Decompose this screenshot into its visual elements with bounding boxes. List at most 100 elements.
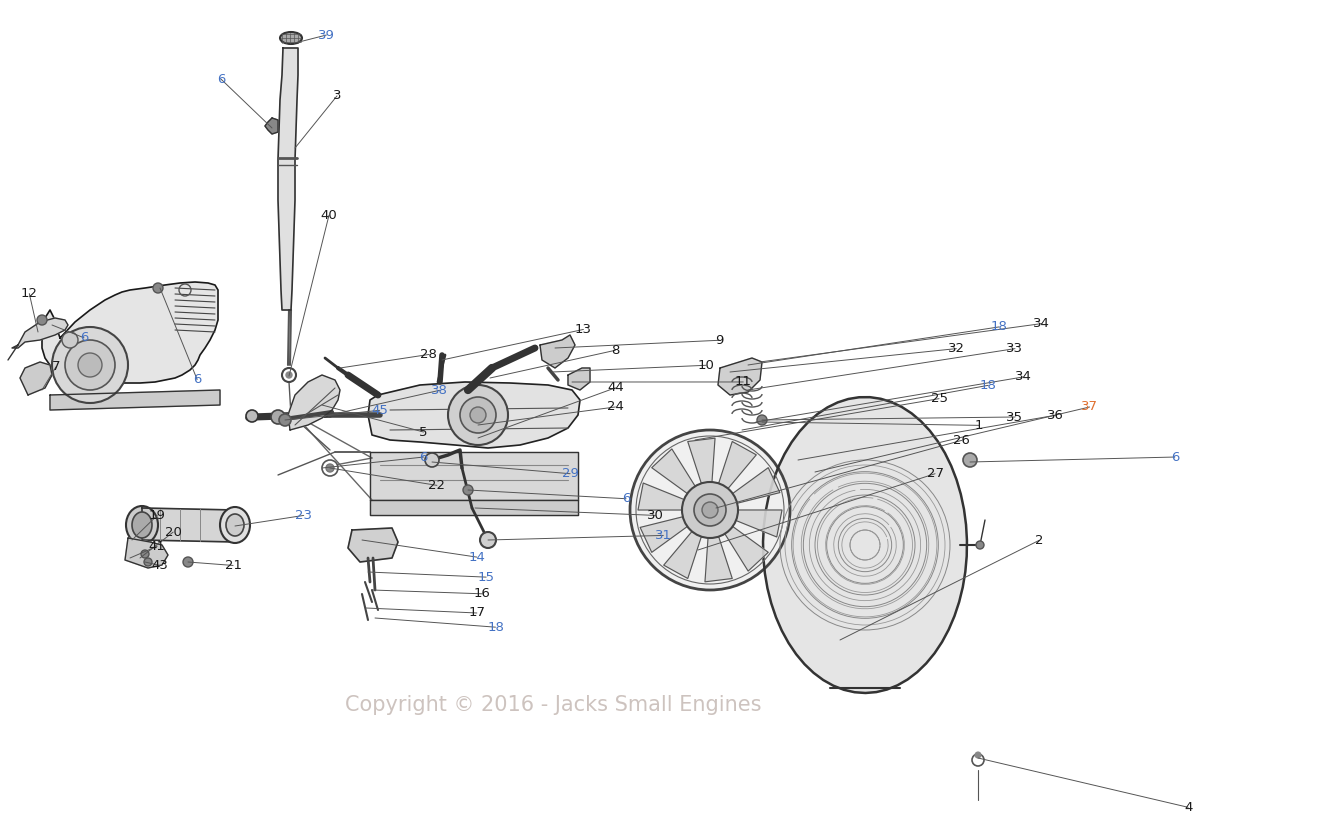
- Polygon shape: [663, 531, 702, 579]
- Text: 31: 31: [655, 529, 671, 542]
- Text: 17: 17: [469, 606, 485, 620]
- Text: 24: 24: [607, 400, 623, 414]
- Text: 7: 7: [52, 360, 60, 374]
- Polygon shape: [278, 48, 298, 310]
- Text: 26: 26: [954, 434, 970, 447]
- Polygon shape: [20, 362, 52, 395]
- Polygon shape: [725, 526, 769, 571]
- Ellipse shape: [127, 506, 159, 544]
- Text: 18: 18: [980, 379, 996, 392]
- Circle shape: [79, 353, 103, 377]
- Circle shape: [694, 494, 726, 526]
- Text: 13: 13: [575, 323, 591, 336]
- Text: 29: 29: [562, 467, 578, 480]
- Text: 28: 28: [421, 348, 437, 361]
- Text: 18: 18: [488, 620, 503, 634]
- Text: 32: 32: [948, 342, 964, 355]
- Text: 41: 41: [149, 540, 165, 553]
- Text: 37: 37: [1082, 400, 1098, 414]
- Polygon shape: [43, 282, 218, 383]
- Polygon shape: [733, 468, 779, 503]
- Text: 1: 1: [975, 419, 983, 432]
- Circle shape: [141, 550, 149, 558]
- Circle shape: [976, 541, 984, 549]
- Polygon shape: [370, 500, 578, 515]
- Text: 22: 22: [429, 479, 445, 492]
- Text: 43: 43: [152, 559, 168, 572]
- Text: 39: 39: [318, 28, 334, 42]
- Polygon shape: [651, 449, 695, 494]
- Polygon shape: [719, 441, 757, 489]
- Circle shape: [63, 332, 79, 348]
- Text: 25: 25: [931, 392, 947, 405]
- Ellipse shape: [226, 514, 244, 536]
- Text: 11: 11: [735, 375, 751, 389]
- Circle shape: [630, 430, 790, 590]
- Polygon shape: [265, 118, 278, 134]
- Polygon shape: [288, 375, 340, 430]
- Text: 35: 35: [1007, 410, 1023, 424]
- Circle shape: [270, 410, 285, 424]
- Polygon shape: [567, 368, 590, 390]
- Polygon shape: [705, 536, 733, 582]
- Text: 23: 23: [296, 509, 312, 522]
- Text: 20: 20: [165, 525, 181, 539]
- Circle shape: [702, 502, 718, 518]
- Polygon shape: [348, 528, 398, 562]
- Text: 6: 6: [80, 331, 88, 344]
- Text: 9: 9: [715, 334, 723, 347]
- Circle shape: [326, 464, 334, 472]
- Circle shape: [448, 385, 507, 445]
- Polygon shape: [687, 438, 715, 484]
- Polygon shape: [368, 382, 579, 448]
- Text: 44: 44: [607, 381, 623, 394]
- Circle shape: [65, 340, 115, 390]
- Circle shape: [757, 415, 767, 425]
- Circle shape: [153, 283, 163, 293]
- Text: 45: 45: [372, 404, 388, 417]
- Polygon shape: [737, 510, 782, 537]
- Text: 18: 18: [991, 320, 1007, 334]
- Text: 10: 10: [698, 359, 714, 372]
- Circle shape: [480, 532, 496, 548]
- Polygon shape: [539, 335, 575, 368]
- Text: 6: 6: [193, 373, 201, 386]
- Text: 6: 6: [420, 450, 428, 464]
- Circle shape: [52, 327, 128, 403]
- Circle shape: [963, 453, 976, 467]
- Circle shape: [425, 453, 440, 467]
- Circle shape: [322, 460, 338, 476]
- Circle shape: [286, 372, 292, 378]
- Text: 15: 15: [478, 570, 494, 584]
- Circle shape: [282, 368, 296, 382]
- Circle shape: [464, 485, 473, 495]
- Text: 6: 6: [217, 73, 225, 86]
- Text: 33: 33: [1007, 342, 1023, 355]
- Circle shape: [460, 397, 496, 433]
- Polygon shape: [51, 390, 220, 410]
- Text: Copyright © 2016 - Jacks Small Engines: Copyright © 2016 - Jacks Small Engines: [345, 695, 761, 715]
- Text: 19: 19: [149, 509, 165, 522]
- Text: 3: 3: [333, 89, 341, 103]
- Circle shape: [682, 482, 738, 538]
- Text: 4: 4: [1184, 801, 1192, 814]
- Text: 34: 34: [1015, 370, 1031, 384]
- Circle shape: [144, 558, 152, 566]
- Text: 2: 2: [1035, 534, 1043, 547]
- Ellipse shape: [220, 507, 250, 543]
- Text: 12: 12: [21, 287, 37, 300]
- Polygon shape: [638, 483, 685, 510]
- Circle shape: [278, 414, 290, 426]
- Polygon shape: [641, 517, 687, 552]
- Text: 40: 40: [321, 208, 337, 222]
- Circle shape: [37, 315, 47, 325]
- Circle shape: [470, 407, 486, 423]
- Polygon shape: [370, 452, 578, 500]
- Circle shape: [246, 410, 258, 422]
- Text: 38: 38: [432, 384, 448, 397]
- Circle shape: [975, 752, 980, 758]
- Text: 27: 27: [927, 467, 943, 480]
- Text: 30: 30: [647, 509, 663, 522]
- Ellipse shape: [280, 32, 302, 44]
- Polygon shape: [12, 318, 68, 348]
